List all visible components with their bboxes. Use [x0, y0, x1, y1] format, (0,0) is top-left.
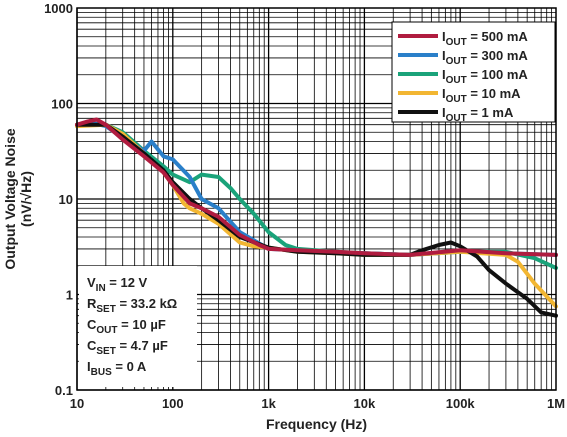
- legend-label: IOUT = 1 mA: [442, 105, 514, 124]
- legend-label: IOUT = 10 mA: [442, 86, 521, 105]
- x-tick-label: 1M: [547, 396, 565, 411]
- x-tick-label: 100: [162, 396, 184, 411]
- y-tick-label: 1: [66, 288, 73, 303]
- y-tick-label: 10: [59, 192, 73, 207]
- conditions-box-bg: [79, 266, 197, 387]
- plot-frame: [76, 7, 557, 391]
- x-tick-label: 1k: [261, 396, 276, 411]
- y-tick-label: 100: [51, 97, 73, 112]
- grid: [76, 8, 556, 391]
- x-axis-label: Frequency (Hz): [266, 416, 367, 432]
- condition-label: COUT = 10 µF: [87, 317, 166, 336]
- legend-label: IOUT = 300 mA: [442, 48, 528, 67]
- x-tick-label: 10: [70, 396, 84, 411]
- x-tick-label: 10k: [354, 396, 376, 411]
- conditions-box: VIN = 12 V RSET = 33.2 kΩ COUT = 10 µF CSET…: [79, 266, 197, 387]
- legend-label: IOUT = 100 mA: [442, 67, 528, 86]
- x-tick-label: 100k: [446, 396, 476, 411]
- y-axis-label-unit: (nV/√Hz): [18, 171, 34, 227]
- condition-label: VIN = 12 V: [87, 275, 148, 294]
- legend-label: IOUT = 500 mA: [442, 29, 528, 48]
- y-tick-label: 1000: [44, 1, 73, 16]
- y-tick-labels: 0.1 1 10 100 1000: [44, 1, 73, 398]
- series-line-1: [75, 121, 558, 257]
- series-line-0: [75, 117, 558, 257]
- y-tick-label: 0.1: [55, 383, 73, 398]
- series-group: [75, 117, 558, 318]
- condition-label: RSET = 33.2 kΩ: [87, 296, 177, 315]
- condition-label: IBUS = 0 A: [87, 359, 147, 378]
- y-axis-label: Output Voltage Noise (nV/√Hz): [2, 128, 34, 270]
- condition-label: CSET = 4.7 µF: [87, 338, 168, 357]
- x-tick-labels: 10 100 1k 10k 100k 1M: [70, 396, 565, 411]
- y-axis-label-main: Output Voltage Noise: [2, 128, 18, 270]
